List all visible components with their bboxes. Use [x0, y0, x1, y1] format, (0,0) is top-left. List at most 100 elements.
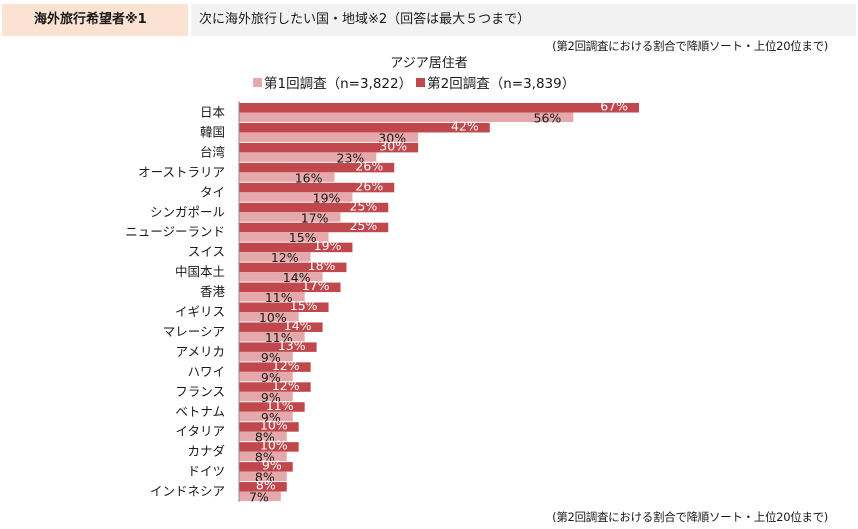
- value-label-series2-18: 9%: [262, 458, 282, 473]
- value-label-series2-19: 8%: [256, 478, 276, 493]
- value-label-series2-11: 14%: [284, 318, 312, 333]
- bar-series2-16: [239, 422, 299, 432]
- bar-series2-11: [239, 322, 323, 332]
- bar-series1-0: [239, 112, 574, 122]
- bar-series2-8: [239, 262, 347, 273]
- category-label-1: 韓国: [200, 124, 225, 139]
- sort-note-top: (第2回調査における割合で降順ソート・上位20位まで): [552, 39, 828, 53]
- question-title: 次に海外旅行したい国・地域※2（回答は最大５つまで）: [191, 4, 856, 36]
- bar-series1-8: [239, 272, 323, 282]
- value-label-series2-12: 13%: [278, 338, 306, 353]
- bar-series1-15: [239, 411, 293, 422]
- bar-series1-9: [239, 292, 305, 302]
- value-label-series1-18: 8%: [255, 470, 275, 485]
- value-label-series1-2: 23%: [337, 150, 365, 165]
- bar-series2-9: [239, 282, 341, 293]
- value-label-series1-7: 12%: [271, 250, 299, 265]
- legend: 第1回調査（n=3,822） 第2回調査（n=3,839）: [253, 72, 579, 92]
- bar-series1-1: [239, 132, 419, 142]
- value-label-series1-9: 11%: [265, 290, 293, 305]
- bar-series2-18: [239, 462, 293, 472]
- value-label-series1-0: 56%: [534, 111, 562, 126]
- value-label-series2-1: 42%: [451, 118, 479, 133]
- chart-subtitle: アジア居住者: [390, 56, 468, 71]
- category-label-3: オーストラリア: [138, 164, 225, 179]
- bar-series2-4: [239, 182, 395, 193]
- legend-swatch-series2: [416, 77, 426, 87]
- category-label-17: カナダ: [187, 444, 225, 459]
- value-label-series1-16: 8%: [255, 430, 275, 445]
- value-label-series1-11: 11%: [265, 330, 293, 345]
- bar-series1-16: [239, 431, 287, 442]
- category-label-11: マレーシア: [163, 324, 225, 339]
- bar-series1-7: [239, 252, 311, 262]
- value-label-series1-14: 9%: [261, 390, 281, 405]
- bar-series1-18: [239, 471, 287, 482]
- bar-series2-3: [239, 162, 395, 173]
- value-label-series1-17: 8%: [255, 450, 275, 465]
- bar-series1-17: [239, 451, 287, 462]
- legend-item-series1: 第1回調査（n=3,822）: [253, 72, 412, 92]
- category-label-14: フランス: [175, 384, 225, 399]
- category-label-0: 日本: [200, 105, 226, 120]
- value-label-series2-0: 67%: [600, 99, 628, 114]
- category-label-18: ドイツ: [187, 464, 225, 479]
- value-label-series2-10: 15%: [290, 298, 318, 313]
- bar-series1-19: [239, 491, 281, 502]
- value-label-series1-5: 17%: [301, 210, 329, 225]
- bar-series2-6: [239, 222, 389, 233]
- bar-series1-6: [239, 232, 329, 242]
- legend-label-series2: 第2回調査（n=3,839）: [427, 76, 576, 92]
- value-label-series1-3: 16%: [295, 170, 323, 185]
- category-label-5: シンガポール: [150, 204, 225, 219]
- value-label-series2-5: 25%: [349, 198, 377, 213]
- category-label-19: インドネシア: [150, 484, 225, 499]
- value-label-series2-14: 12%: [272, 378, 300, 393]
- value-label-series2-4: 26%: [355, 178, 383, 193]
- bar-series1-12: [239, 351, 293, 362]
- category-label-4: タイ: [200, 184, 225, 199]
- value-label-series2-15: 11%: [266, 398, 294, 413]
- legend-swatch-series1: [253, 77, 262, 87]
- bar-series1-13: [239, 371, 293, 382]
- sort-note-bottom: (第2回調査における割合で降順ソート・上位20位まで): [552, 510, 828, 524]
- bar-series1-2: [239, 152, 377, 162]
- value-label-series2-7: 19%: [314, 238, 342, 253]
- value-label-series1-4: 19%: [313, 190, 341, 205]
- bar-series1-5: [239, 212, 341, 222]
- bar-series2-13: [239, 362, 311, 372]
- value-label-series1-1: 30%: [378, 130, 406, 145]
- value-label-series1-15: 9%: [261, 410, 281, 425]
- value-label-series2-3: 26%: [355, 158, 383, 173]
- value-label-series1-6: 15%: [289, 230, 317, 245]
- category-label-2: 台湾: [200, 144, 225, 159]
- bar-series2-1: [239, 122, 490, 133]
- value-label-series2-17: 10%: [260, 438, 288, 453]
- legend-item-series2: 第2回調査（n=3,839）: [416, 72, 575, 92]
- bar-series2-14: [239, 382, 311, 392]
- respondent-group-tag: 海外旅行希望者※1: [2, 4, 188, 36]
- category-label-10: イギリス: [175, 304, 225, 319]
- value-label-series1-10: 10%: [259, 310, 287, 325]
- value-label-series2-6: 25%: [349, 218, 377, 233]
- category-label-6: ニュージーランド: [125, 224, 225, 239]
- bar-series2-5: [239, 202, 389, 213]
- value-label-series2-2: 30%: [379, 138, 407, 153]
- bar-series1-14: [239, 391, 293, 402]
- value-label-series1-12: 9%: [261, 350, 281, 365]
- category-label-13: ハワイ: [187, 364, 225, 379]
- bar-series2-19: [239, 482, 287, 492]
- bar-series1-3: [239, 172, 335, 182]
- category-label-7: スイス: [188, 244, 225, 259]
- category-label-12: アメリカ: [176, 344, 225, 359]
- bar-series2-17: [239, 442, 299, 452]
- value-label-series2-16: 10%: [260, 418, 288, 433]
- bar-series2-7: [239, 242, 353, 253]
- value-label-series2-13: 12%: [272, 358, 300, 373]
- legend-label-series1: 第1回調査（n=3,822）: [264, 76, 413, 92]
- bar-series1-4: [239, 192, 353, 202]
- bar-series2-12: [239, 342, 317, 352]
- bar-series2-0: [239, 103, 639, 113]
- category-label-16: イタリア: [175, 424, 225, 439]
